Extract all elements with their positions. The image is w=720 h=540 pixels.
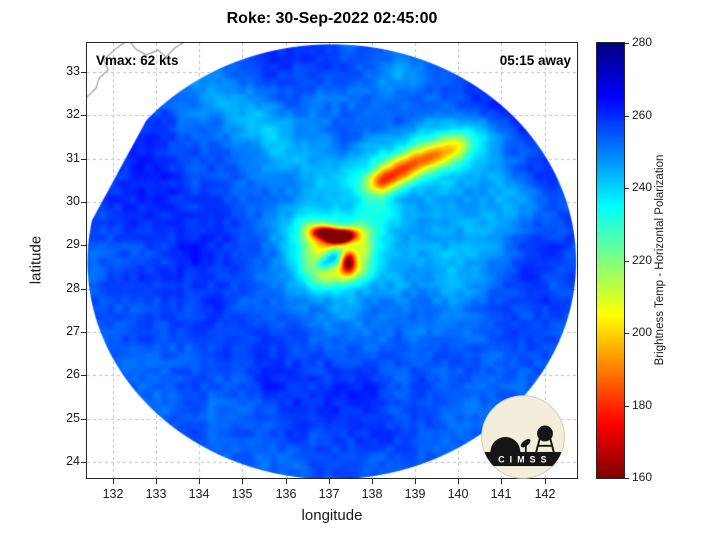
colorbar-tick-mark [625, 406, 629, 407]
chart-title: Roke: 30-Sep-2022 02:45:00 [226, 10, 438, 27]
colorbar-tick-mark [625, 333, 629, 334]
vmax-annotation: Vmax: 62 kts [96, 53, 179, 68]
observatory-dome-icon [490, 437, 521, 452]
y-tick-mark [81, 245, 86, 246]
x-tick-label: 136 [275, 487, 297, 501]
colorbar-tick-label: 220 [632, 253, 653, 267]
y-tick-mark [81, 115, 86, 116]
x-tick-mark [372, 479, 373, 484]
colorbar-tick-mark [625, 261, 629, 262]
y-tick-mark [81, 462, 86, 463]
y-tick-mark [81, 419, 86, 420]
x-tick-label: 133 [145, 487, 167, 501]
y-tick-label: 29 [66, 237, 80, 251]
x-tick-mark [156, 479, 157, 484]
satellite-dish-icon [520, 438, 531, 452]
colorbar-tick-label: 280 [632, 35, 653, 49]
x-tick-label: 138 [361, 487, 383, 501]
x-tick-mark [415, 479, 416, 484]
y-tick-mark [81, 332, 86, 333]
colorbar-tick-mark [625, 43, 629, 44]
x-tick-label: 137 [318, 487, 340, 501]
y-tick-mark [81, 289, 86, 290]
y-tick-mark [81, 202, 86, 203]
eta-annotation: 05:15 away [499, 53, 571, 68]
y-tick-label: 28 [66, 281, 80, 295]
colorbar-tick-label: 200 [632, 325, 653, 339]
y-tick-label: 27 [66, 324, 80, 338]
y-tick-mark [81, 375, 86, 376]
y-tick-label: 30 [66, 194, 80, 208]
logo-banner [481, 451, 565, 467]
colorbar-tick-label: 160 [632, 470, 653, 484]
x-tick-mark [458, 479, 459, 484]
x-tick-mark [329, 479, 330, 484]
x-tick-label: 140 [447, 487, 469, 501]
y-tick-mark [81, 72, 86, 73]
x-tick-label: 139 [404, 487, 426, 501]
colorbar-tick-mark [625, 478, 629, 479]
x-tick-mark [545, 479, 546, 484]
y-tick-label: 31 [66, 151, 80, 165]
cimss-logo: C I M S S [481, 395, 565, 479]
colorbar-tick-label: 260 [632, 108, 653, 122]
x-tick-label: 135 [231, 487, 253, 501]
logo-text: C I M S S [498, 455, 548, 465]
x-tick-mark [501, 479, 502, 484]
x-tick-mark [199, 479, 200, 484]
colorbar-tick-label: 240 [632, 180, 653, 194]
x-tick-label: 134 [188, 487, 210, 501]
y-tick-label: 26 [66, 367, 80, 381]
x-tick-label: 142 [534, 487, 556, 501]
y-tick-mark [81, 159, 86, 160]
y-tick-label: 25 [66, 411, 80, 425]
radome-tower-icon [535, 425, 555, 453]
heatmap-canvas [87, 43, 577, 478]
x-tick-label: 141 [490, 487, 512, 501]
x-tick-label: 132 [102, 487, 124, 501]
y-tick-label: 33 [66, 64, 80, 78]
colorbar-tick-label: 180 [632, 398, 653, 412]
x-axis-label: longitude [301, 507, 363, 524]
y-tick-label: 24 [66, 454, 80, 468]
colorbar-tick-mark [625, 116, 629, 117]
colorbar-gradient [597, 43, 624, 478]
x-tick-mark [113, 479, 114, 484]
x-tick-mark [286, 479, 287, 484]
y-tick-label: 32 [66, 107, 80, 121]
colorbar-tick-mark [625, 188, 629, 189]
x-tick-mark [242, 479, 243, 484]
